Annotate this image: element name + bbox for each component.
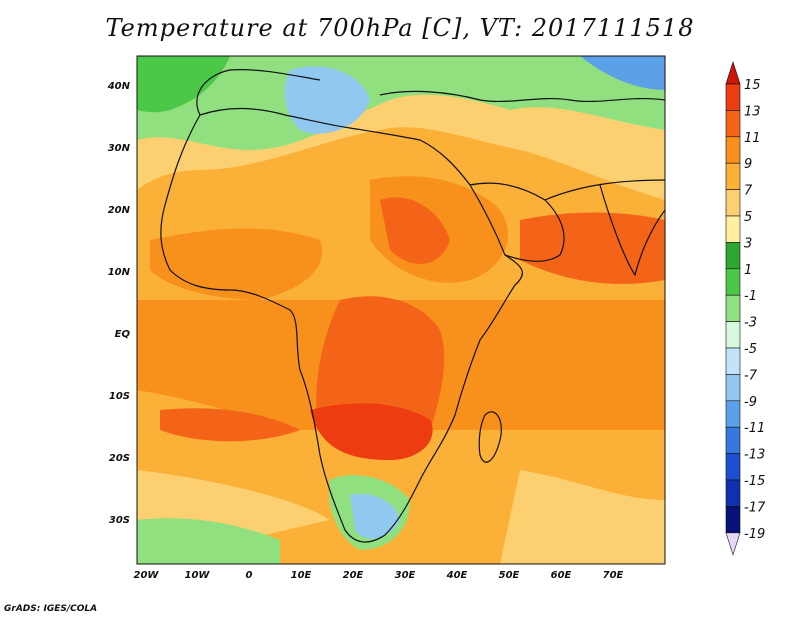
colorbar-swatch <box>725 162 741 190</box>
field-north-green <box>137 56 665 150</box>
temperature-field <box>137 56 665 564</box>
field-blue-med <box>284 66 370 134</box>
colorbar-label: 7 <box>744 184 753 199</box>
lon-label: 70E <box>603 570 624 581</box>
colorbar-swatch <box>725 189 741 217</box>
field-atlantic-warm <box>160 408 300 442</box>
field-sudan-warm <box>380 197 450 264</box>
lon-label: 0 <box>246 570 253 581</box>
colorbar-label: -19 <box>744 527 765 542</box>
africa-coast <box>160 108 523 543</box>
colorbar-label: 15 <box>744 78 761 93</box>
lon-label: 50E <box>499 570 520 581</box>
colorbar-swatch <box>725 479 741 507</box>
lon-label: 10E <box>291 570 312 581</box>
field-green-northwest <box>137 56 230 113</box>
colorbar-swatch <box>725 242 741 270</box>
colorbar-swatch <box>725 426 741 454</box>
lat-label: 30S <box>109 515 130 526</box>
field-southeast <box>500 470 665 564</box>
colorbar-label: 13 <box>744 104 761 119</box>
coastlines <box>160 69 665 543</box>
field-arabian-sea <box>520 212 665 284</box>
colorbar-label: -17 <box>744 500 766 515</box>
colorbar-label: -1 <box>744 289 757 304</box>
arabia-coast <box>469 182 565 262</box>
chart-title: Temperature at 700hPa [C], VT: 201711151… <box>105 14 695 42</box>
colorbar-swatch <box>725 374 741 402</box>
colorbar-swatch <box>725 83 741 111</box>
colorbar-swatch <box>725 453 741 481</box>
colorbar-label: -13 <box>744 448 765 463</box>
field-southwest-green <box>137 518 280 564</box>
lat-label: 20S <box>109 453 130 464</box>
colorbar-label: 11 <box>744 131 761 146</box>
colorbar-arrow-top <box>725 61 741 85</box>
lon-label: 60E <box>551 570 572 581</box>
field-west-africa <box>150 228 322 300</box>
colorbar: 15 13 11 9 7 5 3 1 -1 -3 -5 -7 -9 -11 -13 -15 -17 -19 <box>725 61 766 556</box>
colorbar-label: -3 <box>744 316 757 331</box>
colorbar-label: 3 <box>744 236 752 251</box>
colorbar-arrow-bottom <box>725 532 741 556</box>
colorbar-swatch <box>725 347 741 375</box>
colorbar-swatch <box>725 110 741 138</box>
colorbar-swatch <box>725 321 741 349</box>
colorbar-swatch <box>725 294 741 322</box>
lon-label: 30E <box>395 570 416 581</box>
asia-coast <box>544 179 665 201</box>
lon-label: 20E <box>343 570 364 581</box>
colorbar-label: -11 <box>744 421 765 436</box>
colorbar-label: -15 <box>744 474 765 489</box>
lat-label: 20N <box>108 205 131 216</box>
credit-text: GrADS: IGES/COLA <box>4 604 98 614</box>
lat-label: 10S <box>109 391 130 402</box>
colorbar-swatch <box>725 215 741 243</box>
lat-label: EQ <box>115 329 131 340</box>
colorbar-swatch <box>725 400 741 428</box>
india-coast <box>599 184 665 277</box>
lat-label: 40N <box>107 81 131 92</box>
lon-label: 20W <box>134 570 160 581</box>
field-south-africa-blue <box>350 493 400 539</box>
europe-coast-west <box>196 69 321 116</box>
lon-label: 10W <box>185 570 211 581</box>
field-hot-core <box>310 403 433 460</box>
field-blue-northeast <box>580 56 665 90</box>
madagascar-coast <box>478 411 502 463</box>
colorbar-swatch <box>725 136 741 164</box>
colorbar-swatch <box>725 506 741 534</box>
colorbar-label: 9 <box>744 157 752 172</box>
colorbar-label: -7 <box>744 368 758 383</box>
europe-coast-east <box>379 90 665 103</box>
lat-axis: 40N 30N 20N 10N EQ 10S 20S 30S <box>107 81 131 526</box>
lon-label: 40E <box>446 570 468 581</box>
colorbar-label: -5 <box>744 342 757 357</box>
colorbar-label: 5 <box>744 210 752 225</box>
colorbar-swatch <box>725 268 741 296</box>
lat-label: 10N <box>108 267 131 278</box>
lon-axis: 20W 10W 0 10E 20E 30E 40E 50E 60E 70E <box>134 570 624 581</box>
colorbar-label: -9 <box>744 395 757 410</box>
plot-frame <box>136 55 666 565</box>
lat-label: 30N <box>108 143 131 154</box>
colorbar-label: 1 <box>744 263 752 278</box>
